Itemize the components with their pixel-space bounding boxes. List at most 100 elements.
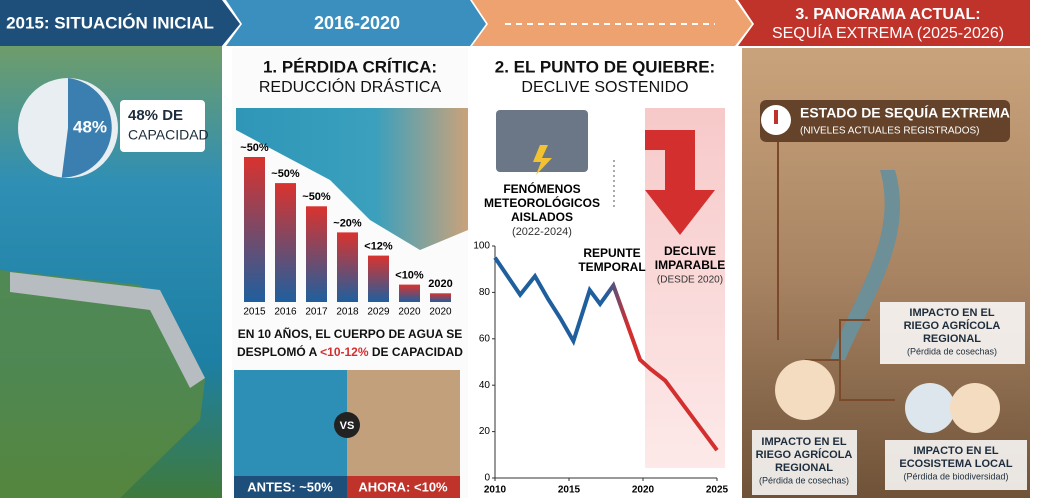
y-tick-label: 40 — [479, 380, 491, 391]
header-seg — [226, 0, 486, 46]
connectors — [777, 142, 895, 401]
bar-annotation: ~20% — [333, 217, 362, 229]
summary-part: DE CAPACIDAD — [372, 345, 463, 359]
summary-part: <10-12% — [320, 345, 369, 359]
impact-text: REGIONAL — [923, 333, 981, 345]
after-label-bg — [347, 476, 460, 498]
panel-title: 2. EL PUNTO DE QUIEBRE: — [495, 57, 715, 76]
header-text: 2015: SITUACIÓN INICIAL — [6, 13, 214, 32]
x-tick-label: 2015 — [558, 485, 581, 496]
rebound-label: REPUNTE — [583, 246, 640, 260]
impact-text: IMPACTO EN EL — [761, 436, 846, 448]
impact-text: (Pérdida de cosechas) — [907, 346, 997, 356]
vs: VS — [340, 420, 355, 432]
decline-label: IMPARABLE — [655, 258, 725, 272]
panel-title: DECLIVE SOSTENIDO — [521, 79, 688, 96]
impact-text: IMPACTO EN EL — [909, 307, 994, 319]
x-tick-label: 2016 — [274, 307, 297, 318]
y-tick-label: 60 — [479, 333, 491, 344]
summary: EN 10 AÑOS, EL CUERPO DE AGUA SE — [238, 326, 463, 341]
bar-annotation: ~50% — [240, 142, 269, 154]
x-tick-label: 2025 — [706, 485, 729, 496]
after-label: AHORA: <10% — [358, 479, 448, 494]
bar-annotation: <12% — [364, 241, 393, 253]
pie-slice — [61, 78, 112, 178]
pie: 48% — [18, 78, 118, 178]
header-text: 3. PANORAMA ACTUAL: — [795, 6, 980, 23]
bar — [244, 157, 265, 302]
decline-label: DECLIVE — [664, 244, 716, 258]
storm-icon — [496, 110, 588, 172]
pie-caption-bg — [120, 100, 205, 152]
status-note: (NIVELES ACTUALES REGISTRADOS) — [800, 126, 980, 137]
status-box — [760, 100, 1010, 142]
bar-annotation: <10% — [395, 270, 424, 282]
bar-annotation: ~50% — [302, 191, 331, 203]
before-label-bg — [234, 476, 347, 498]
summary-part: DESPLOMÓ A — [237, 344, 318, 359]
vs-badge — [334, 412, 360, 438]
summary: DESPLOMÓ A <10-12% DE CAPACIDAD — [237, 344, 463, 359]
panel-title: REDUCCIÓN DRÁSTICA — [259, 77, 442, 96]
bar — [337, 232, 358, 302]
x-tick-label: 2018 — [336, 307, 359, 318]
header-seg — [472, 0, 752, 46]
before-label: ANTES: ~50% — [247, 479, 333, 494]
x-tick-label: 2010 — [484, 485, 507, 496]
events-label: (2022-2024) — [512, 226, 572, 238]
impact-text: IMPACTO EN EL — [913, 445, 998, 457]
events-label: METEOROLÓGICOS — [484, 195, 600, 210]
pie-label: 48% — [73, 117, 107, 136]
pie-caption: CAPACIDAD — [128, 127, 209, 143]
bar — [368, 255, 389, 302]
x-tick-label: 2029 — [367, 307, 390, 318]
impact-text: REGIONAL — [775, 462, 833, 474]
fish-icon — [905, 383, 955, 433]
bar — [275, 183, 296, 302]
hills — [0, 270, 205, 498]
impact-bg — [885, 440, 1027, 490]
y-tick-label: 80 — [479, 287, 491, 298]
y-tick-label: 100 — [473, 241, 490, 252]
impact-bg — [880, 302, 1025, 364]
header-text: SEQUÍA EXTREMA (2025-2026) — [772, 23, 1004, 42]
tree-icon — [950, 383, 1000, 433]
impact-bg — [752, 430, 857, 495]
lightning — [533, 145, 552, 175]
header-seg — [738, 0, 1030, 46]
line-chart: 0 20 40 60 80 100 2010 2015 2020 2025 — [473, 241, 728, 496]
dam — [10, 272, 205, 388]
reservoir-photo — [236, 108, 468, 250]
bar — [399, 284, 420, 302]
bar-annotation: 2020 — [428, 278, 452, 290]
impact-text: RIEGO AGRÍCOLA — [904, 319, 1001, 332]
x-tick-label: 2015 — [243, 307, 266, 318]
panel-title: 1. PÉRDIDA CRÍTICA: — [263, 57, 437, 76]
pie-caption: 48% DE — [128, 107, 183, 124]
events-label: FENÓMENOS — [503, 181, 580, 196]
impact-text: (Pérdida de biodiversidad) — [903, 471, 1008, 481]
events-label: AISLADOS — [511, 210, 573, 224]
bar-chart: ~50% 2015 ~50% 2016 ~50% 2017 ~20% 2018 <12% 2029… — [240, 142, 452, 318]
x-tick-label: 2017 — [305, 307, 328, 318]
thermometer — [774, 110, 778, 124]
before-photo — [234, 370, 347, 476]
line-series — [493, 256, 719, 452]
after-photo — [347, 370, 460, 476]
header-text: 2016-2020 — [314, 13, 400, 33]
bar-annotation: ~50% — [271, 168, 300, 180]
impact-text: ECOSISTEMA LOCAL — [899, 458, 1013, 470]
x-tick-label: 2020 — [398, 307, 421, 318]
decline-arrow — [645, 130, 715, 235]
bar — [306, 206, 327, 302]
impact-text: RIEGO AGRÍCOLA — [756, 448, 853, 461]
status: ESTADO DE SEQUÍA EXTREMA — [800, 105, 1010, 121]
impact-text: (Pérdida de cosechas) — [759, 475, 849, 485]
bar — [430, 293, 451, 302]
decline-label: (DESDE 2020) — [657, 275, 723, 286]
dry-river — [830, 170, 900, 360]
rebound-label: TEMPORAL — [578, 260, 645, 274]
x-tick-label: 2020 — [632, 485, 655, 496]
